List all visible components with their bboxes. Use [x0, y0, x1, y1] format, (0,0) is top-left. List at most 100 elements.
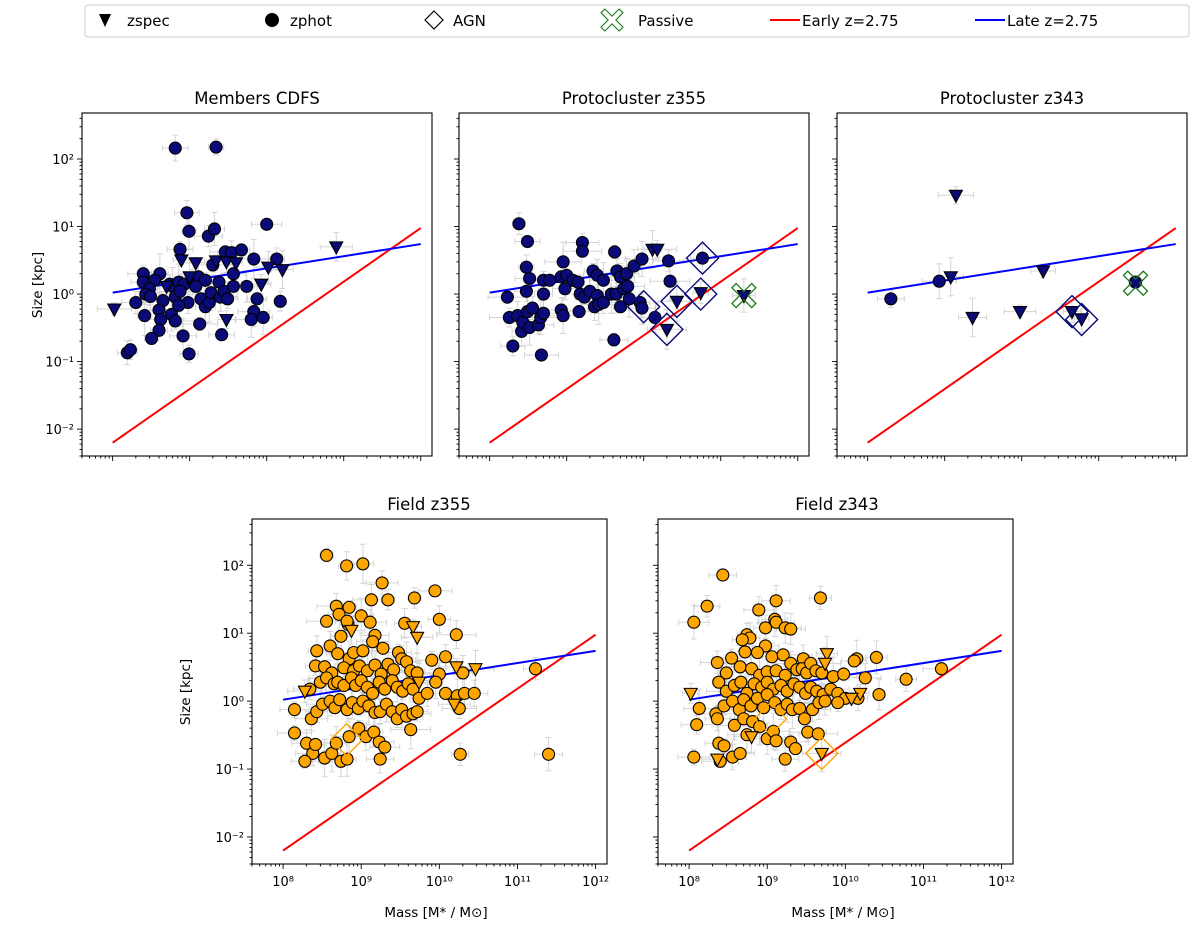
data-point-zspec — [173, 254, 189, 269]
series-agn — [329, 722, 364, 757]
panel-protocluster-z343: Protocluster z343 — [832, 89, 1188, 461]
data-point-zspec — [683, 687, 699, 702]
x-marker-icon — [600, 8, 624, 32]
data-point-zspec — [228, 257, 244, 271]
data-point-zphot — [757, 701, 771, 715]
x-tick-label: 10¹¹ — [910, 875, 937, 890]
data-point-zphot — [506, 339, 520, 353]
data-point-zphot — [519, 284, 533, 298]
x-tick-label: 10⁸ — [272, 875, 294, 890]
agn-marker — [1064, 302, 1099, 337]
y-tick-label: 10⁰ — [52, 288, 74, 303]
data-point-zphot — [329, 736, 343, 750]
data-point-zspec — [260, 261, 276, 276]
data-point-zphot — [687, 750, 701, 764]
data-point-zphot — [525, 301, 540, 315]
data-point-zphot — [596, 273, 610, 287]
data-point-zspec — [219, 313, 234, 328]
triangle-down-icon — [99, 14, 111, 27]
data-point-zphot — [308, 737, 323, 752]
data-point-zphot — [129, 295, 143, 310]
data-point-zphot — [319, 548, 334, 562]
data-point-zphot — [404, 723, 418, 737]
legend-item-passive: Passive — [600, 8, 693, 32]
data-point-zphot — [333, 693, 347, 707]
data-point-zphot — [500, 290, 514, 304]
series-zphot — [120, 140, 287, 361]
data-point-zphot — [168, 314, 182, 328]
data-point-zphot — [226, 279, 240, 293]
early-relation-line — [282, 633, 597, 852]
data-point-zphot — [571, 275, 585, 289]
passive-marker — [730, 282, 757, 309]
data-point-zphot — [138, 309, 152, 323]
data-point-zphot — [735, 633, 749, 647]
data-point-zphot — [438, 650, 453, 664]
data-point-zphot — [340, 559, 354, 573]
data-point-zphot — [438, 686, 453, 700]
data-point-zphot — [310, 644, 324, 658]
data-point-zphot — [244, 312, 258, 327]
y-axis-label: Size [kpc] — [30, 252, 46, 318]
series-agn — [1055, 294, 1099, 337]
data-point-zspec — [649, 243, 665, 258]
early-relation-line — [688, 633, 1003, 852]
data-point-zphot — [420, 686, 434, 700]
data-point-zphot — [512, 217, 526, 231]
panel-title: Field z355 — [387, 495, 470, 514]
data-point-zphot — [558, 282, 572, 296]
series-zphot — [287, 548, 556, 768]
data-point-zphot — [182, 224, 196, 238]
data-point-zspec — [1012, 306, 1028, 320]
axes-frame — [657, 518, 1014, 865]
data-point-zspec — [219, 256, 234, 270]
data-point-zphot — [734, 675, 748, 689]
data-point-zphot — [572, 305, 586, 319]
panel-members-cdfs: Members CDFS Size [kpc] 10⁻² 10⁻¹ 10⁰ 10¹ 10… — [30, 89, 433, 461]
data-point-zphot — [765, 650, 779, 664]
data-point-zphot — [738, 645, 752, 659]
data-point-zphot — [760, 687, 774, 702]
axis-ticks — [247, 523, 597, 869]
data-point-zspec — [709, 753, 725, 768]
data-point-zphot — [607, 333, 621, 347]
y-tick-label: 10⁻¹ — [45, 356, 74, 371]
data-point-zphot — [695, 251, 710, 265]
axis-ticks — [77, 117, 422, 461]
data-point-zphot — [543, 273, 557, 287]
y-tick-label: 10² — [222, 559, 244, 574]
data-point-zphot — [536, 287, 551, 301]
data-point-zphot — [700, 599, 714, 613]
data-point-zphot — [635, 252, 649, 266]
axes-frame — [836, 112, 1188, 457]
data-point-zphot — [556, 255, 570, 269]
y-tick-label: 10² — [52, 153, 74, 168]
y-tick-label: 10⁻² — [45, 423, 74, 438]
data-point-zphot — [528, 662, 543, 676]
data-point-zspec — [943, 271, 959, 285]
data-point-zphot — [381, 593, 395, 607]
data-point-zphot — [716, 568, 730, 582]
data-point-zphot — [811, 727, 825, 741]
data-point-zphot — [340, 752, 354, 766]
data-point-zphot — [899, 672, 913, 686]
data-point-zphot — [613, 300, 628, 314]
legend-frame — [84, 4, 1190, 38]
data-point-zphot — [575, 244, 589, 258]
early-relation-line — [867, 227, 1177, 444]
panel-protocluster-z355: Protocluster z355 — [454, 89, 810, 461]
data-point-zphot — [182, 347, 196, 361]
legend-item-early: Early z=2.75 — [770, 12, 899, 30]
data-point-zphot — [323, 639, 337, 653]
data-point-zphot — [123, 343, 137, 357]
axis-ticks — [832, 117, 1177, 461]
legend: zspec zphot AGN Passive Early z=2.75 Lat… — [84, 4, 1190, 38]
legend-label-early: Early z=2.75 — [802, 12, 899, 30]
data-point-zphot — [250, 292, 264, 306]
agn-marker — [626, 289, 661, 324]
panel-title: Field z343 — [795, 495, 878, 514]
series-zspec — [645, 243, 752, 338]
data-point-zphot — [410, 705, 424, 719]
data-point-zphot — [725, 651, 739, 665]
x-axis-label: Mass [M* / M⊙] — [384, 905, 487, 921]
